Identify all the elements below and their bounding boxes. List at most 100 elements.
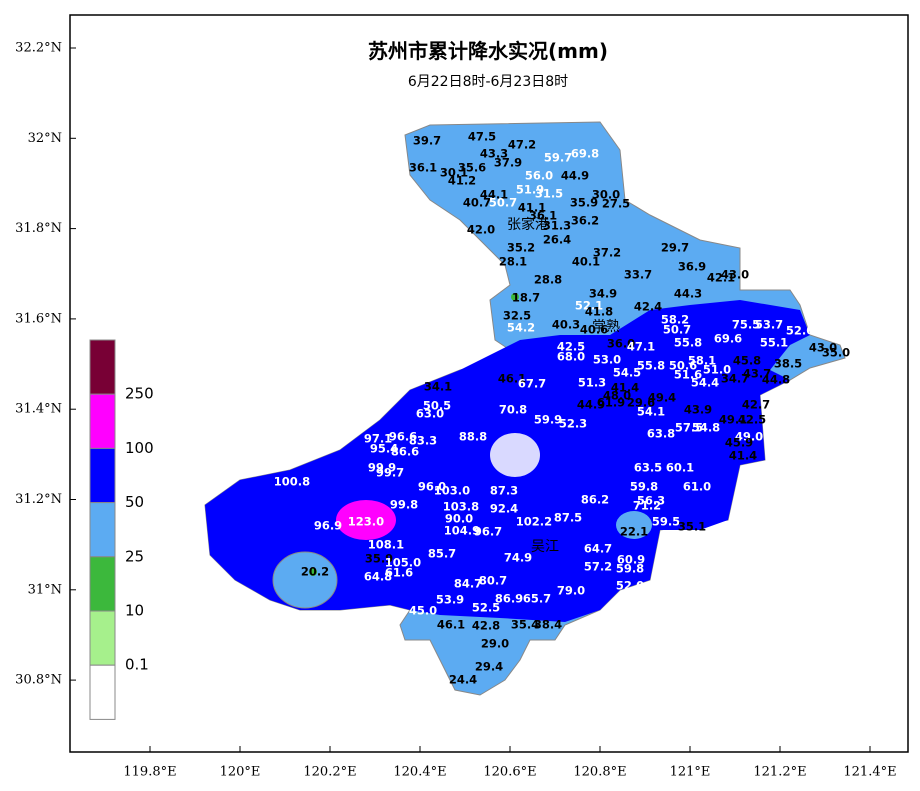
station-value: 47.1 <box>627 340 655 354</box>
station-value: 38.4 <box>534 618 562 632</box>
station-value: 33.7 <box>624 268 652 282</box>
region-green <box>309 568 317 576</box>
station-value: 59.7 <box>544 151 572 165</box>
station-value: 44.3 <box>674 287 702 301</box>
legend-swatch <box>89 339 116 395</box>
station-value: 96.9 <box>314 519 342 533</box>
station-value: 54.8 <box>692 421 720 435</box>
station-value: 35.1 <box>678 520 706 534</box>
legend-label: 250 <box>125 385 154 403</box>
urban-area <box>490 433 540 477</box>
x-tick-label: 121.2°E <box>753 765 806 780</box>
station-value: 37.9 <box>494 156 522 170</box>
legend-label: 10 <box>125 602 144 620</box>
station-value: 36.9 <box>678 260 706 274</box>
station-value: 90.0 <box>445 512 473 526</box>
station-value: 52.6 <box>786 324 814 338</box>
station-value: 59.8 <box>630 480 658 494</box>
city-label: 吴江 <box>531 539 559 555</box>
station-value: 69.8 <box>571 147 599 161</box>
station-value: 59.5 <box>652 515 680 529</box>
station-value: 44.9 <box>561 169 589 183</box>
station-value: 75.5 <box>732 318 760 332</box>
station-value: 55.8 <box>674 336 702 350</box>
station-value: 51.0 <box>703 363 731 377</box>
legend-swatch <box>89 447 116 504</box>
city-label: 张家港 <box>507 216 549 233</box>
station-value: 54.5 <box>613 366 641 380</box>
x-tick-label: 120°E <box>220 765 261 780</box>
station-value: 102.2 <box>516 515 552 529</box>
station-value: 34.9 <box>589 287 617 301</box>
station-value: 42.5 <box>557 340 585 354</box>
x-tick-label: 119.8°E <box>123 765 176 780</box>
station-value: 26.4 <box>543 233 571 247</box>
station-value: 60.1 <box>666 461 694 475</box>
station-value: 49.1 <box>719 413 747 427</box>
station-value: 40.6 <box>580 323 608 337</box>
y-tick-label: 31°N <box>28 582 62 597</box>
x-tick-label: 120.6°E <box>483 765 536 780</box>
station-value: 35.0 <box>822 346 850 360</box>
region-green <box>511 293 519 301</box>
station-value: 42.4 <box>634 300 662 314</box>
station-value: 36.1 <box>409 161 437 175</box>
station-value: 59.9 <box>534 413 562 427</box>
legend-label: 0.1 <box>125 656 149 674</box>
station-value: 50.6 <box>669 359 697 373</box>
station-value: 95.4 <box>370 442 398 456</box>
station-value: 53.7 <box>755 318 783 332</box>
station-value: 22.1 <box>620 525 648 539</box>
y-tick-label: 31.6°N <box>15 311 62 326</box>
station-value: 43.0 <box>721 268 749 282</box>
x-tick-label: 121°E <box>670 765 711 780</box>
station-value: 45.9 <box>725 436 753 450</box>
station-value: 53.9 <box>436 593 464 607</box>
station-value: 46.1 <box>498 372 526 386</box>
x-tick-label: 120.2°E <box>303 765 356 780</box>
station-value: 35.6 <box>458 161 486 175</box>
station-value: 28.1 <box>499 255 527 269</box>
station-value: 63.8 <box>647 427 675 441</box>
station-value: 29.6 <box>627 396 655 410</box>
station-value: 29.4 <box>475 660 503 674</box>
region-light <box>616 511 652 539</box>
x-tick-label: 121.4°E <box>843 765 896 780</box>
station-value: 48.0 <box>603 389 631 403</box>
station-value: 86.6 <box>391 445 419 459</box>
region-magenta <box>336 500 396 540</box>
station-value: 24.4 <box>449 673 477 687</box>
legend-swatch <box>89 393 116 449</box>
station-value: 46.1 <box>437 618 465 632</box>
station-value: 35.4 <box>511 618 539 632</box>
station-value: 63.5 <box>634 461 662 475</box>
station-value: 45.8 <box>733 354 761 368</box>
station-value: 45.0 <box>409 604 437 618</box>
station-value: 41.8 <box>585 305 613 319</box>
station-value: 96.6 <box>389 430 417 444</box>
station-value: 71.2 <box>633 499 661 513</box>
station-value: 32.5 <box>503 309 531 323</box>
station-value: 49.4 <box>648 391 676 405</box>
station-value: 61.9 <box>597 396 625 410</box>
station-value: 42.1 <box>707 271 735 285</box>
station-value: 87.3 <box>490 484 518 498</box>
station-value: 29.0 <box>481 637 509 651</box>
station-value: 27.5 <box>602 197 630 211</box>
station-value: 18.7 <box>512 291 540 305</box>
station-value: 39.7 <box>413 134 441 148</box>
station-value: 70.8 <box>499 403 527 417</box>
station-value: 123.0 <box>348 515 384 529</box>
station-value: 52.3 <box>559 417 587 431</box>
station-value: 57.2 <box>584 560 612 574</box>
title: 苏州市累计降水实况(mm) <box>368 39 608 63</box>
station-value: 51.3 <box>578 376 606 390</box>
station-value: 34.7 <box>721 372 749 386</box>
station-value: 50.7 <box>663 323 691 337</box>
station-value: 79.0 <box>557 584 585 598</box>
station-value: 55.1 <box>760 336 788 350</box>
y-tick-label: 31.8°N <box>15 221 62 236</box>
station-value: 54.1 <box>637 405 665 419</box>
legend-swatch <box>89 664 116 720</box>
station-value: 54.2 <box>507 321 535 335</box>
